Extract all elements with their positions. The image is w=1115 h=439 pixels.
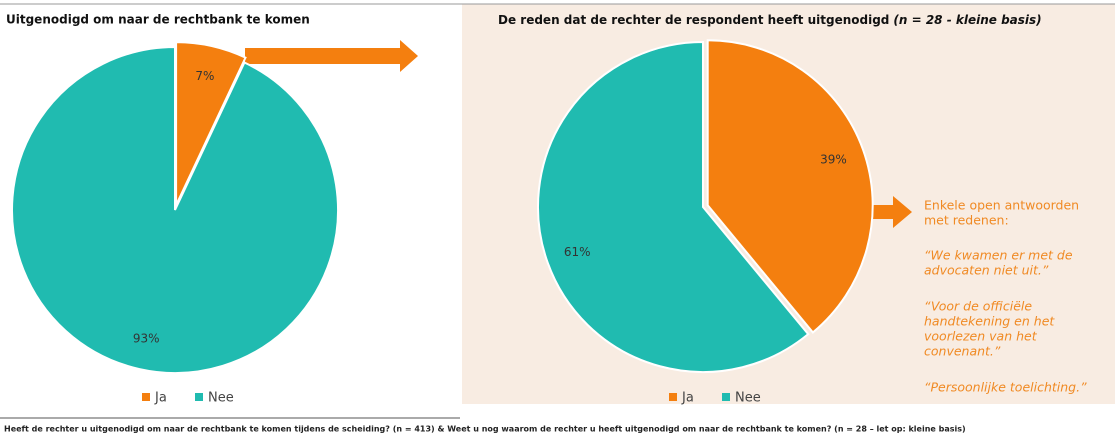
annotation: “Persoonlijke toelichting.” (924, 380, 1087, 395)
legend-swatch (142, 393, 150, 401)
legend-swatch (722, 393, 730, 401)
footer: Heeft de rechter u uitgenodigd om naar d… (4, 425, 966, 434)
annotation: “We kwamen er met de (924, 248, 1073, 263)
pie-slice (175, 41, 247, 206)
legend-label: Nee (208, 391, 234, 406)
annotation: advocaten niet uit.” (924, 263, 1049, 278)
data-label: 39% (820, 153, 847, 167)
data-label: 93% (133, 331, 160, 345)
annotation: handtekening en het (924, 314, 1055, 329)
title-note: (n = 28 - kleine basis) (893, 13, 1041, 27)
legend-swatch (669, 393, 677, 401)
legend-label: Nee (735, 391, 761, 406)
data-label: 7% (195, 69, 214, 83)
arrow (245, 40, 418, 72)
pie-slice (706, 39, 874, 334)
legend-label: Ja (681, 391, 694, 406)
annotation: voorlezen van het (924, 329, 1038, 344)
legend-label: Ja (154, 391, 167, 406)
annotation: “Voor de officiële (924, 299, 1032, 314)
annotation: Enkele open antwoorden (924, 198, 1079, 213)
legend-swatch (195, 393, 203, 401)
pie-slice (537, 40, 810, 373)
data-label: 61% (564, 245, 591, 259)
title-text: De reden dat de rechter de respondent he… (498, 13, 889, 27)
annotation: met redenen: (924, 213, 1009, 228)
chart-title: Uitgenodigd om naar de rechtbank te kome… (6, 13, 310, 27)
annotation: convenant.” (924, 344, 1001, 359)
chart-title: De reden dat de rechter de respondent he… (498, 13, 1042, 27)
pie-slice (11, 45, 339, 374)
arrow (865, 196, 912, 228)
